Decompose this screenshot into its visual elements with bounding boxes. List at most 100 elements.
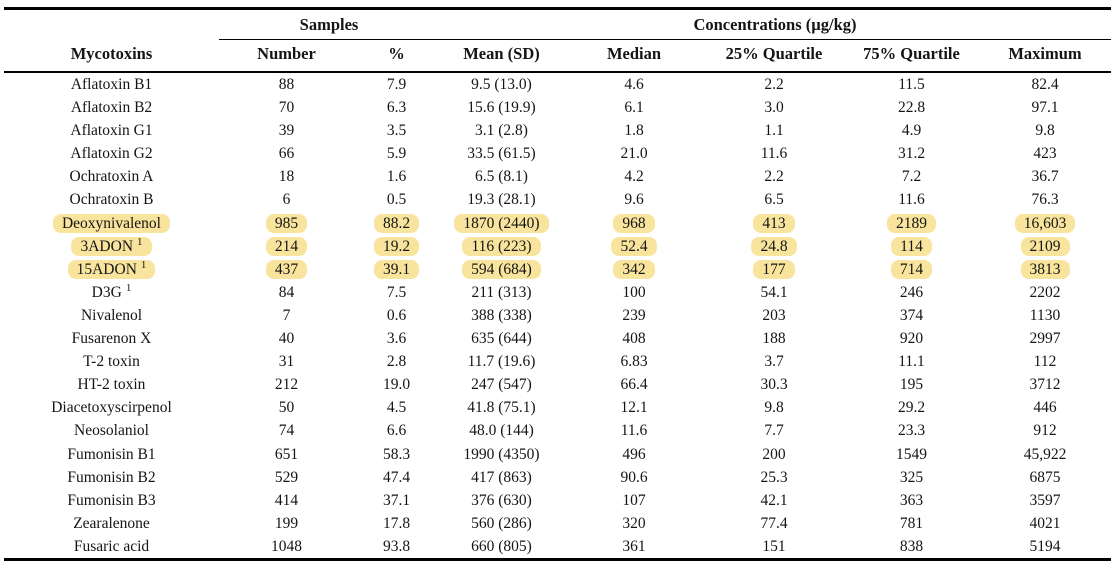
mycotoxin-name: 3ADON bbox=[80, 237, 134, 255]
table-row: Zearalenone 199 17.8 560 (286) 320 77.4 781 402… bbox=[4, 512, 1111, 535]
cell-value: 4.9 bbox=[901, 122, 922, 140]
cell-value: 90.6 bbox=[620, 468, 648, 486]
table-cell: 4021 bbox=[979, 512, 1111, 535]
table-cell: 100 bbox=[564, 281, 704, 304]
table-row: 3ADON 1 214 19.2 116 (223) 52.4 24.8 114 2109 bbox=[4, 235, 1111, 258]
table-cell: 58.3 bbox=[354, 443, 439, 466]
row-label: Fumonisin B1 bbox=[67, 446, 155, 463]
cell-value: 985 bbox=[265, 213, 308, 233]
cell-value: 77.4 bbox=[760, 514, 788, 532]
row-label-cell: T-2 toxin bbox=[4, 350, 219, 373]
cell-value: 660 (805) bbox=[471, 537, 532, 555]
table-row: Fumonisin B2 529 47.4 417 (863) 90.6 25.3 325 6… bbox=[4, 466, 1111, 489]
cell-value: 3.7 bbox=[764, 353, 784, 371]
cell-value: 31.2 bbox=[897, 145, 926, 163]
table-cell: 9.6 bbox=[564, 188, 704, 211]
table-cell: 31 bbox=[219, 350, 354, 373]
cell-value: 66.4 bbox=[620, 376, 648, 394]
mycotoxin-name: Zearalenone bbox=[73, 514, 150, 532]
table-row: Aflatoxin B1 88 7.9 9.5 (13.0) 4.6 2.2 11.5 82.… bbox=[4, 72, 1111, 96]
table-cell: 3597 bbox=[979, 489, 1111, 512]
cell-value: 21.0 bbox=[620, 145, 648, 163]
cell-value: 1.1 bbox=[764, 122, 784, 140]
table-cell: 985 bbox=[219, 212, 354, 235]
table-cell: 93.8 bbox=[354, 535, 439, 560]
cell-value: 212 bbox=[274, 376, 299, 394]
table-cell: 838 bbox=[844, 535, 979, 560]
cell-value: 2109 bbox=[1020, 236, 1070, 256]
table-cell: 203 bbox=[704, 304, 844, 327]
table-row: Neosolaniol 74 6.6 48.0 (144) 11.6 7.7 23.3 912 bbox=[4, 419, 1111, 442]
table-cell: 1870 (2440) bbox=[439, 212, 564, 235]
table-cell: 84 bbox=[219, 281, 354, 304]
table-row: Diacetoxyscirpenol 50 4.5 41.8 (75.1) 12.1 9.… bbox=[4, 396, 1111, 419]
table-cell: 6.6 bbox=[354, 419, 439, 442]
table-cell: 42.1 bbox=[704, 489, 844, 512]
row-label: Aflatoxin B2 bbox=[71, 99, 152, 116]
table-cell: 88.2 bbox=[354, 212, 439, 235]
table-row: Aflatoxin G1 39 3.5 3.1 (2.8) 1.8 1.1 4.9 9.8 bbox=[4, 119, 1111, 142]
cell-value: 361 bbox=[622, 537, 646, 555]
cell-value: 37.1 bbox=[382, 491, 411, 509]
table-cell: 6.1 bbox=[564, 96, 704, 119]
cell-value: 363 bbox=[899, 491, 924, 509]
table-row: Fusaric acid 1048 93.8 660 (805) 361 151 838 51… bbox=[4, 535, 1111, 560]
table-cell: 342 bbox=[564, 258, 704, 281]
table-cell: 29.2 bbox=[844, 396, 979, 419]
group-header-row: Samples Concentrations (µg/kg) bbox=[4, 8, 1111, 40]
cell-value: 33.5 (61.5) bbox=[467, 145, 536, 163]
document-page: Samples Concentrations (µg/kg) Mycotoxin… bbox=[4, 7, 1111, 561]
cell-value: 6875 bbox=[1029, 468, 1061, 486]
mycotoxin-name: Neosolaniol bbox=[74, 422, 149, 440]
mycotoxin-name: Aflatoxin G2 bbox=[70, 145, 153, 163]
cell-value: 0.6 bbox=[386, 306, 407, 324]
cell-value: 48.0 (144) bbox=[469, 422, 534, 440]
cell-value: 17.8 bbox=[382, 514, 411, 532]
cell-value: 70 bbox=[278, 99, 295, 117]
table-cell: 374 bbox=[844, 304, 979, 327]
cell-value: 920 bbox=[899, 330, 924, 348]
row-label: Fusarenon X bbox=[72, 330, 152, 347]
table-cell: 7.5 bbox=[354, 281, 439, 304]
cell-value: 19.2 bbox=[373, 236, 420, 256]
cell-value: 84 bbox=[278, 283, 295, 301]
cell-value: 18 bbox=[278, 168, 295, 186]
table-cell: 19.3 (28.1) bbox=[439, 188, 564, 211]
table-cell: 6.3 bbox=[354, 96, 439, 119]
cell-value: 31 bbox=[278, 353, 295, 371]
group-header-concentrations: Concentrations (µg/kg) bbox=[439, 8, 1111, 40]
table-row: Aflatoxin B2 70 6.3 15.6 (19.9) 6.1 3.0 22.8 97… bbox=[4, 96, 1111, 119]
mycotoxin-name: Aflatoxin B2 bbox=[70, 99, 153, 117]
cell-value: 2.8 bbox=[386, 353, 407, 371]
cell-value: 6.1 bbox=[624, 99, 644, 117]
table-cell: 714 bbox=[844, 258, 979, 281]
cell-value: 30.3 bbox=[760, 376, 788, 394]
table-cell: 594 (684) bbox=[439, 258, 564, 281]
cell-value: 1549 bbox=[896, 445, 927, 463]
table-cell: 361 bbox=[564, 535, 704, 560]
table-cell: 11.6 bbox=[564, 419, 704, 442]
table-cell: 3813 bbox=[979, 258, 1111, 281]
row-label-cell: Diacetoxyscirpenol bbox=[4, 396, 219, 419]
cell-value: 388 (338) bbox=[471, 306, 532, 324]
cell-value: 912 bbox=[1033, 422, 1057, 440]
cell-value: 188 bbox=[762, 330, 786, 348]
table-cell: 3.1 (2.8) bbox=[439, 119, 564, 142]
cell-value: 2.2 bbox=[764, 76, 784, 93]
row-label-cell: Fusarenon X bbox=[4, 327, 219, 350]
table-cell: 74 bbox=[219, 419, 354, 442]
table-cell: 3712 bbox=[979, 373, 1111, 396]
cell-value: 5.9 bbox=[386, 145, 407, 163]
mycotoxin-name: Aflatoxin G1 bbox=[70, 122, 153, 140]
column-header-number: Number bbox=[219, 39, 354, 73]
cell-value: 54.1 bbox=[760, 283, 788, 301]
table-cell: 9.8 bbox=[704, 396, 844, 419]
cell-value: 968 bbox=[613, 213, 655, 233]
cell-value: 714 bbox=[890, 259, 933, 279]
table-cell: 18 bbox=[219, 165, 354, 188]
footnote-marker: 1 bbox=[137, 235, 143, 248]
table-cell: 2.8 bbox=[354, 350, 439, 373]
table-cell: 12.1 bbox=[564, 396, 704, 419]
table-cell: 195 bbox=[844, 373, 979, 396]
cell-value: 47.4 bbox=[382, 468, 411, 486]
